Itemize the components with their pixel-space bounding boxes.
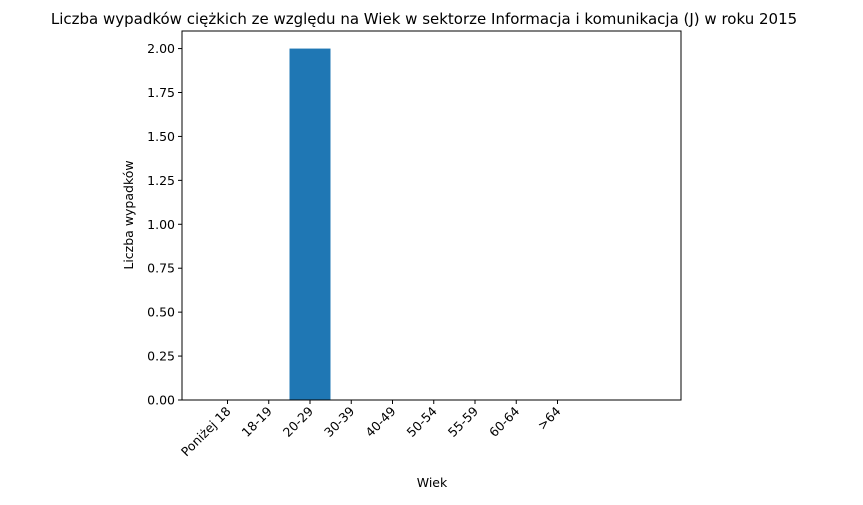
y-tick-label: 0.25 (147, 349, 175, 364)
y-tick-label: 1.00 (147, 217, 175, 232)
x-tick-label: 60-64 (486, 403, 522, 439)
x-axis: Poniżej 18 18-19 20-29 30-39 40-49 50-54 55-59… (178, 400, 564, 459)
y-tick-label: 1.75 (147, 85, 175, 100)
y-tick-label: 1.25 (147, 173, 175, 188)
y-tick-label: 0.00 (147, 393, 175, 408)
x-tick-label: 40-49 (362, 403, 398, 439)
y-axis: 0.00 0.25 0.50 0.75 1.00 1.25 1.50 1.75 2.00 (147, 41, 182, 408)
x-axis-label: Wiek (417, 475, 448, 490)
x-tick-label: 18-19 (239, 403, 275, 439)
chart-title: Liczba wypadków ciężkich ze względu na W… (51, 10, 797, 28)
bars-group (289, 48, 331, 400)
y-tick-label: 2.00 (147, 41, 175, 56)
x-tick-label: 30-39 (321, 403, 357, 439)
y-tick-label: 0.50 (147, 305, 175, 320)
y-tick-label: 1.50 (147, 129, 175, 144)
plot-frame (181, 30, 682, 401)
x-tick-label: Poniżej 18 (178, 403, 234, 459)
x-tick-label: >64 (534, 403, 563, 432)
y-tick-label: 0.75 (147, 261, 175, 276)
x-tick-label: 20-29 (280, 403, 316, 439)
x-tick-label: 50-54 (404, 403, 440, 439)
bar-20-29 (289, 48, 331, 400)
y-axis-label: Liczba wypadków (121, 160, 136, 269)
x-tick-label: 55-59 (445, 403, 481, 439)
